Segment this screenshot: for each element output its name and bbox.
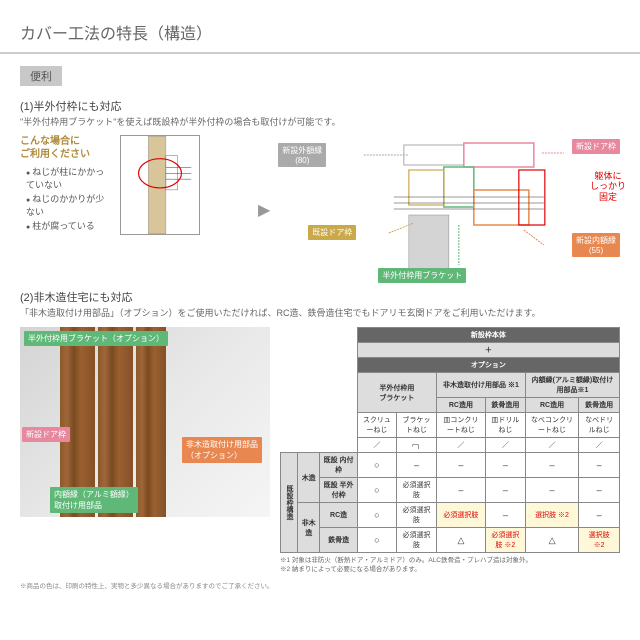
screw-icon: ／ — [579, 438, 620, 453]
diagram-right: 新設外額縁 (80) 新設ドア枠 既設ドア枠 新設内額縁 (55) 半外付枠用ブ… — [278, 135, 620, 285]
td: – — [579, 453, 620, 478]
section2-row: 半外付枠用ブラケット（オプション） 新設ドア枠 非木造取付け用部品 （オプション… — [20, 327, 620, 574]
section2-title: (2)非木造住宅にも対応 — [20, 289, 620, 305]
usage-box: こんな場合に ご利用ください ねじが柱にかかっていない ねじのかかりが少ない 柱… — [20, 135, 250, 235]
td: ○ — [357, 528, 396, 553]
th: 半外付枠用 ブラケット — [357, 373, 436, 413]
usage-item: ねじのかかりが少ない — [26, 192, 110, 218]
photo-label-inner: 内額縁（アルミ額縁） 取付け用部品 — [50, 487, 138, 513]
screw-icon: ／ — [485, 438, 525, 453]
td: – — [525, 478, 578, 503]
screw-icon: ／ — [357, 438, 396, 453]
label-new-inner: 新設内額縁 (55) — [572, 233, 620, 257]
screw-icon: ／ — [437, 438, 486, 453]
badge-convenience: 便利 — [20, 66, 62, 86]
th: 既設枠構造 — [281, 453, 298, 553]
td: 選択肢 ※2 — [579, 528, 620, 553]
th-main: 新設枠本体 — [357, 328, 619, 343]
td: – — [396, 453, 436, 478]
td: – — [485, 453, 525, 478]
usage-item: ねじが柱にかかっていない — [26, 165, 110, 191]
table-notes: ※1 対象は非防火（断熱ドア・アルミドア）のみ。ALC鉄骨造・プレハブ造は対象外… — [280, 557, 620, 574]
td: 必須選択肢 ※2 — [485, 528, 525, 553]
th: 鉄骨造用 — [579, 398, 620, 413]
td: – — [437, 453, 486, 478]
td: – — [437, 478, 486, 503]
th: 既設 内付枠 — [320, 453, 357, 478]
th-plus: ＋ — [357, 343, 619, 358]
th: 鉄骨造用 — [485, 398, 525, 413]
td: 必須選択肢 — [396, 503, 436, 528]
label-new-door: 新設ドア枠 — [572, 139, 620, 154]
td: – — [525, 453, 578, 478]
td: なべドリルねじ — [579, 413, 620, 438]
screw-icon: ／ — [525, 438, 578, 453]
th: RC造 — [320, 503, 357, 528]
td: 選択肢 ※2 — [525, 503, 578, 528]
table-wrap: 新設枠本体 ＋ オプション 半外付枠用 ブラケット 非木造取付け用部品 ※1 内… — [280, 327, 620, 574]
td: ○ — [357, 453, 396, 478]
td: – — [485, 503, 525, 528]
section1-row: こんな場合に ご利用ください ねじが柱にかかっていない ねじのかかりが少ない 柱… — [20, 135, 620, 285]
options-table: 新設枠本体 ＋ オプション 半外付枠用 ブラケット 非木造取付け用部品 ※1 内… — [280, 327, 620, 553]
th: 非木造取付け用部品 ※1 — [437, 373, 526, 398]
td: – — [579, 478, 620, 503]
td: 必須選択肢 — [396, 478, 436, 503]
photo-box: 半外付枠用ブラケット（オプション） 新設ドア枠 非木造取付け用部品 （オプション… — [20, 327, 270, 517]
td: – — [579, 503, 620, 528]
label-bracket: 半外付枠用ブラケット — [378, 268, 466, 283]
section1-desc: "半外付枠用ブラケット"を使えば既設枠が半外付枠の場合も取付けが可能です。 — [20, 116, 620, 129]
red-note: 躯体に しっかり 固定 — [590, 171, 626, 203]
photo-label-nonwood: 非木造取付け用部品 （オプション） — [182, 437, 262, 463]
td: ○ — [357, 503, 396, 528]
th: RC造用 — [437, 398, 486, 413]
screw-icon: ⌐┐ — [396, 438, 436, 453]
th: 木造 — [298, 453, 320, 503]
note: ※1 対象は非防火（断熱ドア・アルミドア）のみ。ALC鉄骨造・プレハブ造は対象外… — [280, 557, 620, 565]
usage-list: ねじが柱にかかっていない ねじのかかりが少ない 柱が腐っている — [20, 165, 110, 232]
td: △ — [525, 528, 578, 553]
content: 便利 (1)半外付枠にも対応 "半外付枠用ブラケット"を使えば既設枠が半外付枠の… — [0, 54, 640, 602]
th: 鉄骨造 — [320, 528, 357, 553]
photo-label-bracket: 半外付枠用ブラケット（オプション） — [24, 331, 168, 346]
arrow-icon: ▶ — [258, 200, 270, 220]
td: 必須選択肢 — [396, 528, 436, 553]
section2-desc: 「非木造取付け用部品」（オプション）をご使用いただければ、RC造、鉄骨造住宅でも… — [20, 307, 620, 320]
th: 内額縁(アルミ額縁)取付け用部品※1 — [525, 373, 619, 398]
td: 皿コンクリートねじ — [437, 413, 486, 438]
td: – — [485, 478, 525, 503]
section1-title: (1)半外付枠にも対応 — [20, 98, 620, 114]
td: ブラケットねじ — [396, 413, 436, 438]
td: △ — [437, 528, 486, 553]
usage-title: こんな場合に ご利用ください — [20, 135, 110, 161]
usage-item: 柱が腐っている — [26, 219, 110, 232]
td: なべコンクリートねじ — [525, 413, 578, 438]
td: スクリューねじ — [357, 413, 396, 438]
th-option: オプション — [357, 358, 619, 373]
th: 既設 半外付枠 — [320, 478, 357, 503]
label-new-outer: 新設外額縁 (80) — [278, 143, 326, 167]
note: ※2 納まりによって必要になる場合があります。 — [280, 566, 620, 574]
th: RC造用 — [525, 398, 578, 413]
photo-label-newframe: 新設ドア枠 — [22, 427, 70, 442]
diagram-left — [120, 135, 200, 235]
th: 非木造 — [298, 503, 320, 553]
td: 必須選択肢 — [437, 503, 486, 528]
footnote: ※商品の色は、印刷の特性上、実物と多少異なる場合がありますのでご了承ください。 — [20, 580, 620, 590]
label-existing: 既設ドア枠 — [308, 225, 356, 240]
td: ○ — [357, 478, 396, 503]
td: 皿ドリルねじ — [485, 413, 525, 438]
page-title: カバー工法の特長（構造） — [0, 0, 640, 54]
